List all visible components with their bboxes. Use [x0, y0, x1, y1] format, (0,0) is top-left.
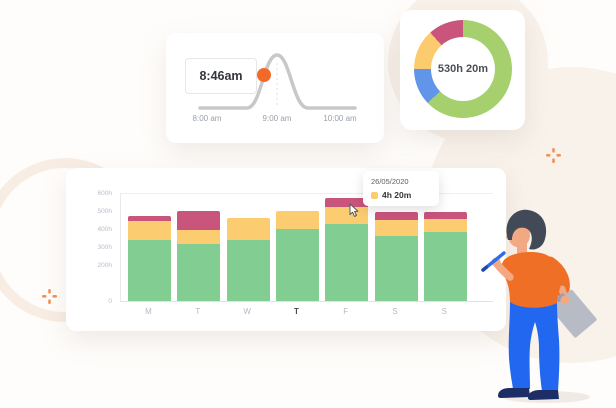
- tooltip-date: 26/05/2020: [371, 177, 409, 186]
- day-label-1: T: [195, 307, 201, 316]
- stacked-bar-m0[interactable]: [128, 215, 171, 301]
- stacked-bar-s6[interactable]: [423, 211, 467, 301]
- donut-center: 530h 20m: [431, 37, 495, 101]
- bar-segment-green: [374, 236, 418, 301]
- sparkle-plus-icon: [42, 289, 57, 304]
- day-label-5: S: [392, 307, 398, 316]
- y-axis-tick: 600h: [97, 189, 112, 197]
- sparkle-plus-icon: [546, 148, 561, 163]
- y-axis-tick: 300h: [97, 243, 112, 251]
- mouse-cursor-icon: [349, 203, 359, 217]
- bar-segment-yellow: [423, 219, 467, 232]
- bar-chart-plot-area: [120, 193, 493, 302]
- day-label-6: S: [441, 307, 447, 316]
- shoe: [498, 388, 530, 398]
- bar-segment-yellow: [226, 218, 270, 240]
- bar-segment-pink: [325, 197, 369, 207]
- bar-segment-green: [128, 239, 171, 301]
- y-axis-tick: 400h: [97, 225, 112, 233]
- bar-segment-yellow: [128, 220, 171, 240]
- bar-segment-pink: [374, 211, 418, 221]
- day-label-4: F: [343, 307, 349, 316]
- shoe: [528, 390, 559, 400]
- bar-segment-green: [423, 231, 467, 301]
- x-tick-10am: 10:00 am: [323, 114, 357, 123]
- day-label-3: T: [293, 307, 299, 316]
- day-label-0: M: [145, 307, 152, 316]
- stacked-bar-t3[interactable]: [275, 211, 319, 301]
- stacked-bar-f4[interactable]: [325, 197, 369, 301]
- bar-segment-pink: [423, 211, 467, 220]
- bar-segment-pink: [128, 215, 171, 221]
- person-illustration: [481, 209, 597, 403]
- x-tick-9am: 9:00 am: [262, 114, 292, 123]
- y-axis-tick: 0: [108, 297, 112, 305]
- pants: [508, 302, 560, 391]
- bell-curve-chart: [198, 53, 357, 110]
- bar-segment-yellow: [177, 229, 221, 245]
- bar-segment-green: [177, 244, 221, 301]
- bar-segment-yellow: [275, 211, 319, 229]
- bar-segment-green: [325, 223, 369, 301]
- tooltip-value: 4h 20m: [382, 190, 412, 200]
- bar-segment-green: [275, 229, 319, 301]
- donut-total-label: 530h 20m: [437, 63, 489, 75]
- chart-tooltip: 26/05/2020 4h 20m: [363, 171, 439, 206]
- peak-marker-dot: [257, 68, 271, 82]
- hair: [506, 209, 547, 250]
- peak-time-card: 8:46am 8:00 am 9:00 am 10:00 am: [166, 33, 384, 143]
- stacked-bar-w2[interactable]: [226, 218, 270, 301]
- bar-segment-green: [226, 239, 270, 301]
- y-axis-tick: 500h: [97, 207, 112, 215]
- day-label-2: W: [243, 307, 251, 316]
- stacked-bar-s5[interactable]: [374, 211, 418, 301]
- y-axis-tick: 200h: [97, 261, 112, 269]
- x-tick-8am: 8:00 am: [192, 114, 222, 123]
- donut-chart-card: 530h 20m: [400, 10, 525, 130]
- stacked-bar-t1[interactable]: [177, 211, 221, 301]
- peak-time-label: 8:46am: [199, 69, 243, 83]
- tooltip-value-row: 4h 20m: [371, 190, 439, 200]
- bell-curve-line: [198, 53, 357, 110]
- weekly-bar-chart-card: 600h 500h 400h 300h 200h 0 M T W T F S S: [66, 168, 506, 331]
- gridline-600h: [121, 193, 493, 194]
- shirt: [501, 251, 562, 309]
- bar-segment-pink: [177, 211, 221, 230]
- yellow-swatch-icon: [371, 191, 378, 199]
- peak-time-badge: 8:46am: [185, 58, 257, 94]
- bar-segment-yellow: [374, 220, 418, 237]
